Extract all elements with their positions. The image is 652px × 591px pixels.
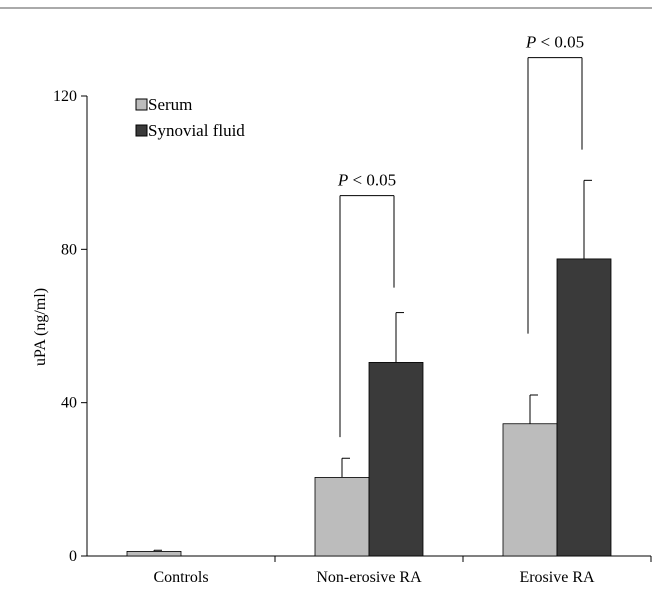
legend: Serum Synovial fluid xyxy=(135,95,245,140)
bars xyxy=(126,258,612,557)
p-value-label: P < 0.05 xyxy=(337,171,396,190)
p-value-label: P < 0.05 xyxy=(525,33,584,52)
bar-serum xyxy=(314,477,370,557)
bar-serum xyxy=(502,423,558,557)
x-category-label: Non-erosive RA xyxy=(316,569,422,586)
x-category-label: Controls xyxy=(153,569,208,586)
bar-synovial-fluid xyxy=(368,362,424,557)
y-tick-label: 120 xyxy=(53,88,77,105)
legend-label-synovial-fluid: Synovial fluid xyxy=(148,121,245,140)
y-tick-label: 40 xyxy=(61,395,77,412)
y-axis-title: uPA (ng/ml) xyxy=(32,288,49,366)
legend-swatch-serum xyxy=(135,98,148,111)
significance-annotations: P < 0.05 P < 0.05 xyxy=(337,33,584,438)
legend-label-serum: Serum xyxy=(148,95,192,114)
bar-synovial-fluid xyxy=(556,258,612,557)
x-category-label: Erosive RA xyxy=(519,569,595,586)
error-bars xyxy=(153,179,592,552)
bar-serum xyxy=(126,551,182,557)
y-tick-label: 80 xyxy=(61,241,77,258)
y-tick-label: 0 xyxy=(69,548,77,565)
legend-swatch-synovial-fluid xyxy=(135,124,148,137)
